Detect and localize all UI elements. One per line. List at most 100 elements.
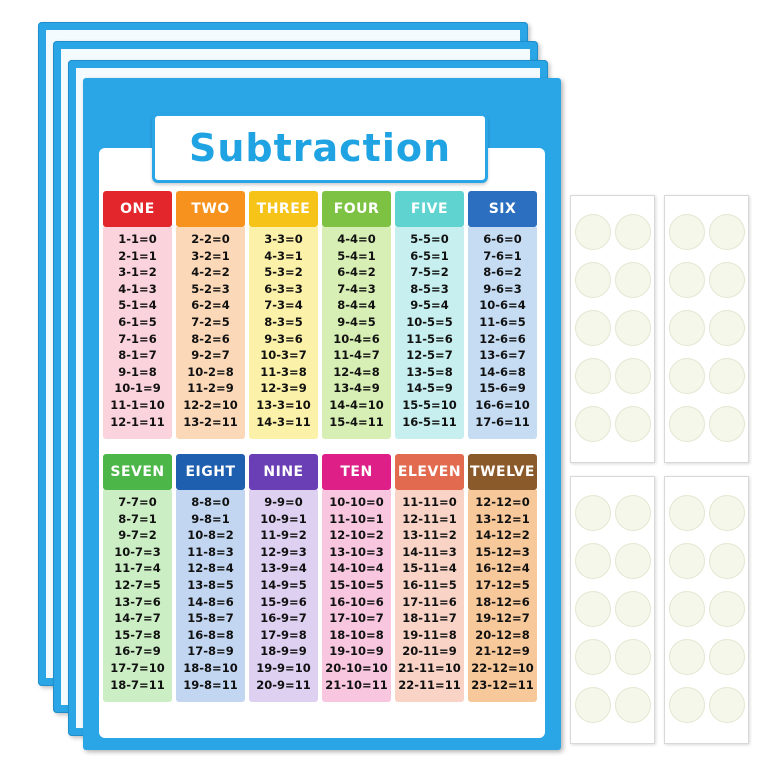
equation: 18-11=7 [402, 611, 457, 626]
equation: 20-11=9 [402, 644, 457, 659]
column-two: TWO 2-2=0 3-2=1 4-2=2 5-2=3 6-2=4 7-2=5 8-2=6 9-… [176, 191, 245, 439]
column-body: 9-9=0 10-9=1 11-9=2 12-9=3 13-9=4 14-9=5 15-9=… [249, 490, 318, 702]
equation: 14-3=11 [256, 414, 311, 429]
equation: 4-4=0 [337, 232, 376, 246]
equation: 12-2=10 [183, 397, 238, 412]
column-one: ONE 1-1=0 2-1=1 3-1=2 4-1=3 5-1=4 6-1=5 7-1=6 8-… [103, 191, 172, 439]
equation: 8-6=2 [483, 265, 522, 280]
equation: 13-7=6 [114, 594, 161, 609]
equation: 16-9=7 [260, 611, 307, 626]
equation: 6-1=5 [118, 314, 157, 329]
equation: 4-3=1 [264, 248, 303, 263]
equation: 17-12=5 [475, 577, 530, 592]
equation: 7-5=2 [410, 265, 449, 280]
equation: 17-11=6 [402, 594, 457, 609]
glue-dot [669, 406, 705, 442]
glue-dot [575, 214, 611, 250]
equation: 12-1=11 [110, 414, 165, 429]
equation: 6-4=2 [337, 265, 376, 280]
equation: 13-2=11 [183, 414, 238, 429]
glue-dot [709, 543, 745, 579]
column-header: EIGHT [176, 454, 245, 490]
column-body: 6-6=0 7-6=1 8-6=2 9-6=3 10-6=4 11-6=5 12-6=6 13… [468, 227, 537, 439]
equation: 6-5=1 [410, 248, 449, 263]
equation: 2-1=1 [118, 248, 157, 263]
equation: 7-3=4 [264, 298, 303, 313]
column-body: 7-7=0 8-7=1 9-7=2 10-7=3 11-7=4 12-7=5 13-7=6 1… [103, 490, 172, 702]
glue-dot [615, 687, 651, 723]
equation: 17-8=9 [187, 644, 234, 659]
equation: 11-6=5 [479, 314, 526, 329]
equation: 9-4=5 [337, 314, 376, 329]
equation: 23-12=11 [471, 677, 534, 692]
glue-dot [575, 543, 611, 579]
equation: 19-12=7 [475, 611, 530, 626]
glue-dot [669, 262, 705, 298]
equation: 18-7=11 [110, 677, 165, 692]
equation: 13-9=4 [260, 561, 307, 576]
equation: 5-5=0 [410, 232, 449, 246]
glue-dot [615, 214, 651, 250]
column-header: FIVE [395, 191, 464, 227]
column-body: 10-10=0 11-10=1 12-10=2 13-10=3 14-10=4 15-10… [322, 490, 391, 702]
equation: 13-8=5 [187, 577, 234, 592]
equation: 14-7=7 [114, 611, 161, 626]
equation: 9-8=1 [191, 511, 230, 526]
equation: 8-5=3 [410, 281, 449, 296]
equation: 16-11=5 [402, 577, 457, 592]
glue-dot [615, 495, 651, 531]
equation: 5-3=2 [264, 265, 303, 280]
glue-dot [709, 495, 745, 531]
column-eight: EIGHT 8-8=0 9-8=1 10-8=2 11-8=3 12-8=4 13-8=5 1… [176, 454, 245, 702]
equation: 11-10=1 [329, 511, 384, 526]
equation: 9-2=7 [191, 348, 230, 363]
equation: 14-11=3 [402, 544, 457, 559]
glue-dot [615, 310, 651, 346]
equation: 11-8=3 [187, 544, 234, 559]
equation: 13-6=7 [479, 348, 526, 363]
equation: 12-9=3 [260, 544, 307, 559]
equation: 7-6=1 [483, 248, 522, 263]
glue-dot [669, 543, 705, 579]
glue-dot [575, 310, 611, 346]
equation: 17-6=11 [475, 414, 530, 429]
equation: 16-8=8 [187, 627, 234, 642]
equation: 12-10=2 [329, 528, 384, 543]
equation: 15-9=6 [260, 594, 307, 609]
equation: 10-1=9 [114, 381, 161, 396]
equation: 3-2=1 [191, 248, 230, 263]
equation: 11-9=2 [260, 528, 307, 543]
glue-dot [575, 639, 611, 675]
glue-dot [669, 591, 705, 627]
equation: 9-5=4 [410, 298, 449, 313]
equation: 15-12=3 [475, 544, 530, 559]
equation: 13-11=2 [402, 528, 457, 543]
equation: 10-5=5 [406, 314, 453, 329]
glue-dot [669, 214, 705, 250]
glue-dot [709, 262, 745, 298]
equation: 13-4=9 [333, 381, 380, 396]
column-seven: SEVEN 7-7=0 8-7=1 9-7=2 10-7=3 11-7=4 12-7=5 13… [103, 454, 172, 702]
equation: 20-9=11 [256, 677, 311, 692]
glue-dot [709, 310, 745, 346]
equation: 10-8=2 [187, 528, 234, 543]
equation: 3-1=2 [118, 265, 157, 280]
equation: 19-8=11 [183, 677, 238, 692]
equation: 11-7=4 [114, 561, 161, 576]
equation: 13-3=10 [256, 397, 311, 412]
equation: 12-6=6 [479, 331, 526, 346]
equation: 7-4=3 [337, 281, 376, 296]
equation: 15-6=9 [479, 381, 526, 396]
equation: 16-5=11 [402, 414, 457, 429]
glue-dot [575, 591, 611, 627]
equation: 20-10=10 [325, 660, 388, 675]
equation: 15-5=10 [402, 397, 457, 412]
equation: 10-3=7 [260, 348, 307, 363]
equation: 1-1=0 [118, 232, 157, 246]
equation: 22-11=11 [398, 677, 461, 692]
glue-dot [575, 262, 611, 298]
glue-dot [615, 406, 651, 442]
equation: 9-1=8 [118, 364, 157, 379]
equation: 12-4=8 [333, 364, 380, 379]
column-body: 3-3=0 4-3=1 5-3=2 6-3=3 7-3=4 8-3=5 9-3=6 10-3=… [249, 227, 318, 439]
